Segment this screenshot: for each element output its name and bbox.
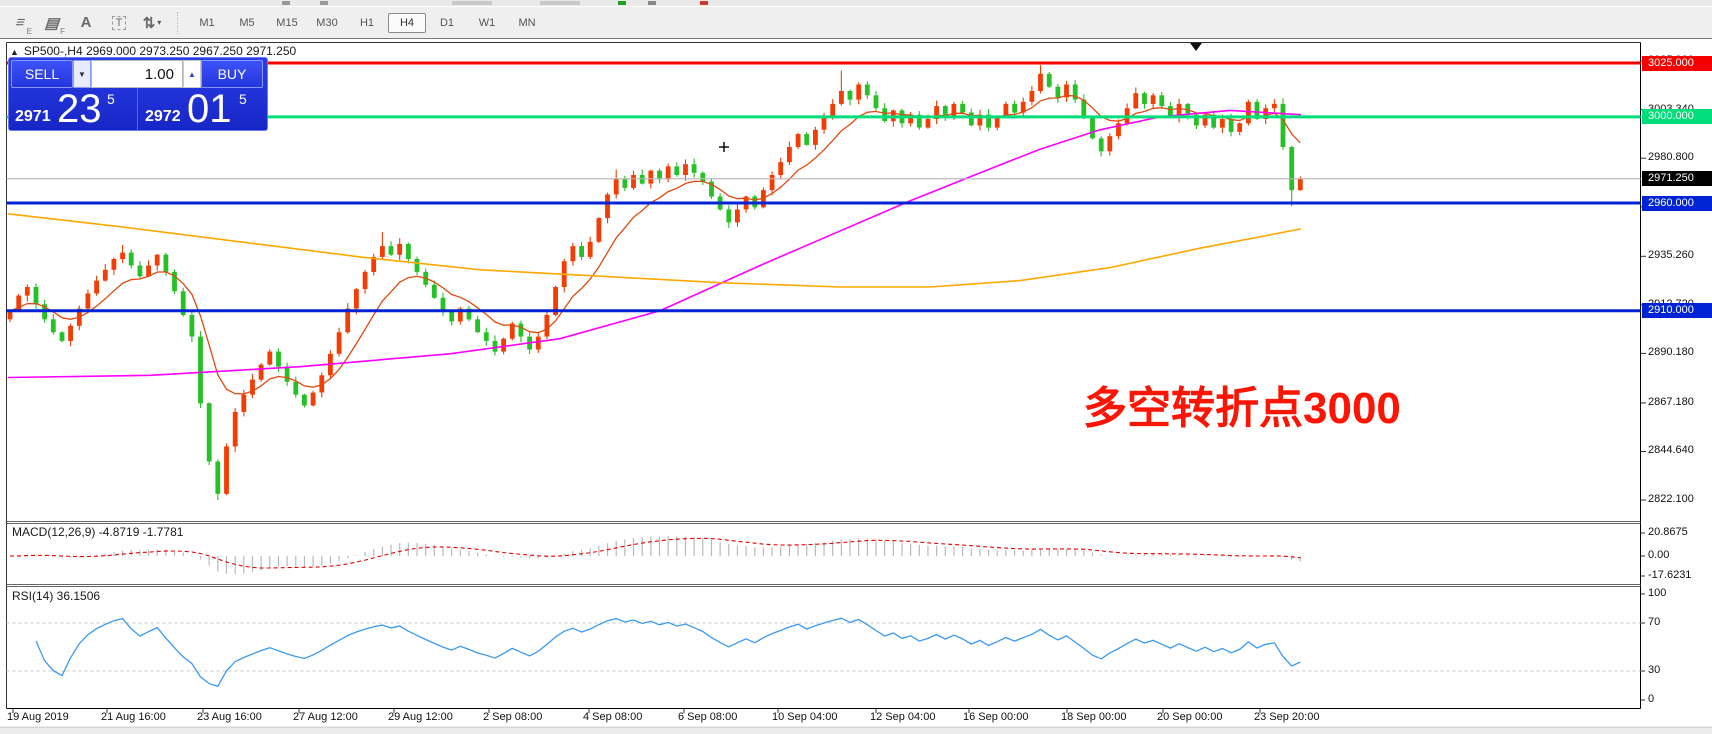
timeframe-button-m5[interactable]: M5: [239, 16, 255, 29]
price-axis-label: 2844.640: [1648, 444, 1694, 457]
chart-patterns-icon[interactable]: ≡ E: [12, 14, 32, 36]
time-axis-label: 6 Sep 08:00: [678, 711, 738, 723]
indicator-axis-label: 0: [1648, 693, 1655, 705]
indicator-axis-label: 100: [1648, 587, 1667, 599]
time-axis-label: 10 Sep 04:00: [772, 711, 838, 723]
time-axis-label: 4 Sep 08:00: [583, 711, 643, 723]
price-level-badge: 3025.000: [1642, 55, 1712, 71]
price-axis-label: 2980.800: [1648, 151, 1694, 164]
indicator-axis-label: -17.6231: [1648, 569, 1692, 581]
toolbar-blip: [452, 1, 492, 5]
sell-price-prefix: 2971: [15, 108, 51, 125]
price-level-badge: 2971.250: [1642, 171, 1712, 187]
time-axis-label: 18 Sep 00:00: [1061, 711, 1127, 723]
chart-text-annotation: 多空转折点3000: [1083, 384, 1401, 433]
timeframe-button-m15[interactable]: M15: [276, 16, 298, 29]
price-axis-label: 2822.100: [1648, 493, 1694, 506]
buy-price-prefix: 2972: [145, 108, 181, 125]
indicator-axis-label: 20.8675: [1648, 526, 1688, 538]
buy-price-sup: 5: [239, 91, 247, 107]
trade-panel-top-row: SELL ▼ ▲ BUY: [11, 60, 263, 88]
price-axis-label: 2867.180: [1648, 395, 1694, 408]
macd-indicator-label: MACD(12,26,9) -4.8719 -1.7781: [12, 525, 184, 539]
price-level-badge: 2960.000: [1642, 195, 1712, 211]
symbol-ohlc-bar: ▲ SP500-,H4 2969.000 2973.250 2967.250 29…: [10, 44, 296, 58]
toolbar-icon-group: ≡ E ▤ F A T ⇅ ▾: [0, 10, 165, 36]
time-axis-label: 23 Sep 20:00: [1254, 711, 1320, 723]
volume-input[interactable]: [91, 60, 183, 88]
grid-profile-icon[interactable]: ▤ F: [42, 14, 65, 36]
toolbar-blip: [618, 1, 626, 5]
timeframe-button-h1[interactable]: H1: [359, 16, 375, 29]
arrange-windows-icon[interactable]: ⇅ ▾: [142, 14, 162, 32]
collapse-arrow-icon[interactable]: ▲: [10, 47, 19, 57]
time-axis-label: 12 Sep 04:00: [870, 711, 936, 723]
text-box-icon[interactable]: T: [106, 10, 132, 36]
clipped-toolbar-row: [0, 0, 1712, 7]
chart-toolbar: ≡ E ▤ F A T ⇅ ▾ M1 M5 M15 M30 H1 H4 D1 W1 MN: [0, 7, 1712, 38]
indicator-axis-label: 70: [1648, 616, 1661, 628]
one-click-trade-panel: SELL ▼ ▲ BUY 2971 23 5 2972 01 5: [8, 57, 268, 131]
volume-decrease-button[interactable]: ▼: [73, 60, 91, 88]
buy-price-big: 01: [187, 87, 232, 131]
time-axis-label: 21 Aug 16:00: [101, 711, 166, 723]
time-axis-label: 19 Aug 2019: [7, 711, 69, 723]
timeframe-button-m1[interactable]: M1: [199, 16, 215, 29]
toolbar-blip: [282, 1, 290, 5]
time-axis-label: 2 Sep 08:00: [483, 711, 543, 723]
sell-price-big: 23: [57, 87, 102, 131]
price-axis-label: 2935.260: [1648, 249, 1694, 262]
sell-quote[interactable]: 2971 23 5: [9, 87, 138, 131]
indicator-axis-label: 0.00: [1648, 549, 1670, 561]
timeframe-button-w1[interactable]: W1: [478, 16, 496, 29]
sell-button[interactable]: SELL: [11, 60, 73, 88]
volume-increase-button[interactable]: ▲: [183, 60, 201, 88]
rsi-indicator-label: RSI(14) 36.1506: [12, 589, 101, 603]
time-axis-label: 20 Sep 00:00: [1157, 711, 1223, 723]
buy-quote[interactable]: 2972 01 5: [139, 87, 267, 131]
toolbar-blip: [700, 1, 708, 5]
price-level-badge: 3000.000: [1642, 109, 1712, 125]
toolbar-blip: [648, 1, 656, 5]
time-axis-label: 23 Aug 16:00: [197, 711, 262, 723]
time-axis-label: 27 Aug 12:00: [293, 711, 358, 723]
indicator-axis-label: 30: [1648, 664, 1661, 676]
text-label-icon[interactable]: A: [80, 14, 92, 31]
timeframe-button-m30[interactable]: M30: [316, 16, 338, 29]
timeframe-button-mn[interactable]: MN: [518, 16, 536, 29]
time-axis-label: 29 Aug 12:00: [388, 711, 453, 723]
toolbar-blip: [540, 1, 580, 5]
toolbar-separator: [177, 11, 179, 34]
buy-button[interactable]: BUY: [201, 60, 263, 88]
time-axis-label: 16 Sep 00:00: [963, 711, 1029, 723]
symbol-ohlc-text: SP500-,H4 2969.000 2973.250 2967.250 297…: [23, 44, 297, 58]
chart-plot-area[interactable]: [0, 41, 1712, 726]
timeframe-button-h4[interactable]: H4: [388, 12, 426, 33]
window-bottom-edge: [0, 727, 1712, 734]
toolbar-blip: [320, 1, 328, 5]
sell-price-sup: 5: [107, 91, 115, 107]
timeframe-button-d1[interactable]: D1: [439, 16, 455, 29]
timeframe-button-group: M1 M5 M15 M30 H1 H4 D1 W1 MN: [187, 12, 547, 33]
price-axis-label: 2890.180: [1648, 346, 1694, 359]
price-level-badge: 2910.000: [1642, 303, 1712, 319]
